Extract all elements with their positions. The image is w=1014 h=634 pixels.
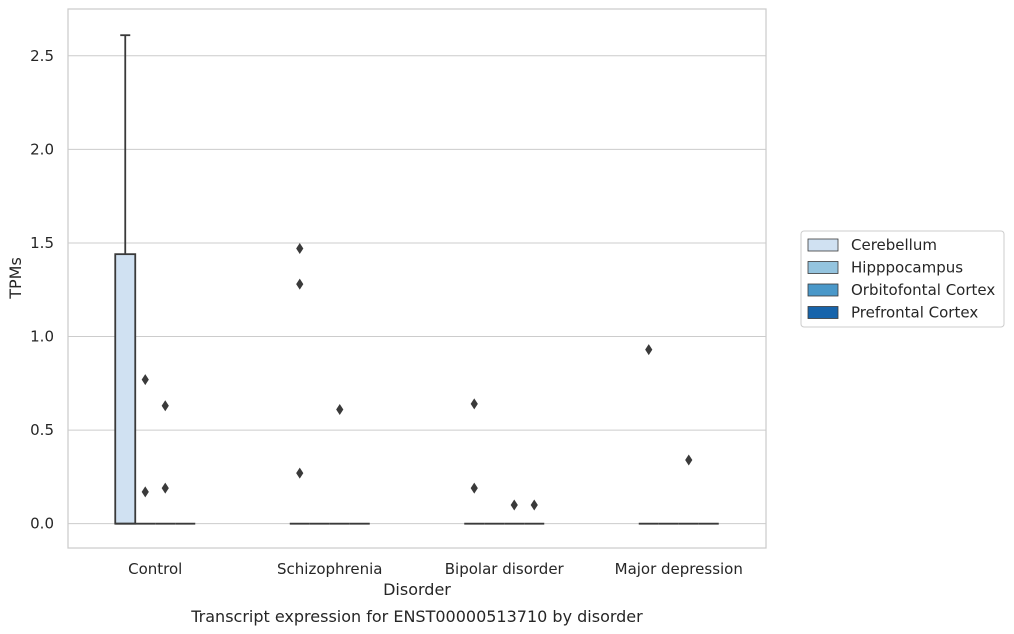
outlier-point — [530, 499, 538, 511]
box-orbitofontal-cortex — [678, 454, 699, 525]
outlier-point — [645, 344, 653, 356]
box-orbitofontal-cortex — [504, 499, 525, 525]
box-body — [114, 253, 137, 525]
legend: Cerebellum Hipppocampus Orbitofontal Corte… — [800, 230, 1005, 328]
legend-label: Cerebellum — [851, 236, 937, 254]
x-tick-label: Schizophrenia — [277, 560, 382, 578]
y-axis-label: TPMs — [6, 257, 25, 300]
outlier-point — [141, 486, 149, 498]
outlier-point — [336, 404, 344, 416]
x-axis-label: Disorder — [383, 580, 451, 599]
box-hipppocampus — [135, 374, 156, 525]
x-tick-label: Major depression — [615, 560, 743, 578]
box-cerebellum — [464, 398, 485, 525]
outlier-point — [141, 374, 149, 386]
legend-swatch — [807, 306, 839, 319]
y-tick-label: 2.5 — [30, 47, 54, 65]
legend-swatch — [807, 238, 839, 252]
box-cerebellum — [114, 34, 137, 525]
legend-swatch — [807, 261, 839, 274]
outlier-point — [470, 398, 478, 410]
legend-label: Hipppocampus — [851, 259, 963, 277]
outlier-point — [685, 454, 693, 466]
legend-swatch — [807, 283, 839, 297]
box-cerebellum — [638, 344, 659, 525]
outlier-point — [161, 482, 169, 494]
x-tick-label: Bipolar disorder — [445, 560, 565, 578]
y-axis-ticks: 0.0 0.5 1.0 1.5 2.0 2.5 — [30, 47, 54, 533]
plot-boxes — [114, 34, 719, 525]
box-orbitofontal-cortex — [329, 404, 350, 525]
box-orbitofontal-cortex — [155, 400, 176, 525]
x-axis-ticks: Control Schizophrenia Bipolar disorder Majo… — [128, 560, 743, 578]
chart-caption: Transcript expression for ENST0000051371… — [190, 607, 643, 626]
outlier-point — [296, 467, 304, 479]
legend-frame — [800, 230, 1005, 328]
outlier-point — [510, 499, 518, 511]
outlier-point — [470, 482, 478, 494]
x-tick-label: Control — [128, 560, 182, 578]
outlier-point — [161, 400, 169, 412]
plot-frame — [67, 8, 767, 549]
y-tick-label: 2.0 — [30, 140, 54, 158]
outlier-point — [296, 278, 304, 290]
y-tick-label: 1.5 — [30, 234, 54, 252]
legend-label: Orbitofontal Cortex — [851, 281, 995, 299]
outlier-point — [296, 243, 304, 255]
box-cerebellum — [289, 243, 310, 525]
y-tick-label: 0.5 — [30, 421, 54, 439]
y-tick-label: 0.0 — [30, 515, 54, 533]
box-prefrontal-cortex — [524, 499, 545, 525]
legend-label: Prefrontal Cortex — [851, 304, 978, 322]
y-tick-label: 1.0 — [30, 328, 54, 346]
gridlines — [68, 55, 766, 525]
